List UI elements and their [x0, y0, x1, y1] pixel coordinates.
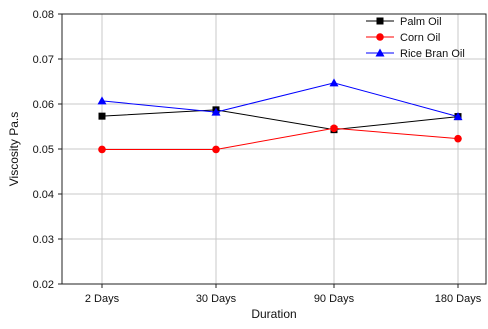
y-tick-label: 0.02 — [33, 279, 54, 291]
data-point — [330, 124, 338, 133]
series-line — [102, 127, 459, 150]
x-tick-label: 2 Days — [85, 293, 120, 305]
legend-marker — [376, 17, 384, 25]
legend-marker — [375, 48, 385, 57]
legend-label: Palm Oil — [400, 16, 442, 28]
y-tick-label: 0.03 — [33, 234, 54, 246]
y-tick-label: 0.08 — [33, 9, 54, 21]
y-tick-label: 0.07 — [33, 54, 54, 66]
series-palm-oil — [98, 106, 462, 134]
data-series — [97, 78, 463, 154]
series-rice-bran-oil — [97, 78, 463, 121]
axes: 0.02 0.03 0.04 0.05 0.06 0.07 0.08 2 Days 30 Day… — [33, 9, 482, 305]
x-tick-label: 30 Days — [196, 293, 237, 305]
y-axis-title: Viscosity Pa.s — [7, 112, 21, 186]
legend: Palm Oil Corn Oil Rice Bran Oil — [366, 16, 465, 60]
series-corn-oil — [98, 124, 462, 154]
data-point — [212, 145, 220, 154]
y-tick-label: 0.04 — [33, 189, 54, 201]
data-point — [453, 112, 463, 121]
series-line — [101, 82, 459, 118]
x-axis-title: Duration — [251, 307, 296, 321]
legend-label: Corn Oil — [400, 32, 440, 44]
data-point — [97, 96, 107, 105]
legend-item: Palm Oil — [366, 16, 442, 28]
y-tick-label: 0.06 — [33, 99, 54, 111]
data-point — [98, 112, 106, 120]
data-point — [454, 134, 462, 143]
data-point — [211, 107, 221, 116]
legend-marker — [376, 33, 384, 41]
legend-item: Corn Oil — [366, 32, 440, 44]
data-point — [98, 145, 106, 154]
data-point — [329, 78, 339, 87]
series-line — [101, 109, 459, 131]
legend-label: Rice Bran Oil — [400, 48, 465, 60]
x-tick-label: 180 Days — [435, 293, 482, 305]
y-tick-label: 0.05 — [33, 144, 54, 156]
legend-item: Rice Bran Oil — [366, 48, 465, 60]
x-tick-label: 90 Days — [314, 293, 355, 305]
